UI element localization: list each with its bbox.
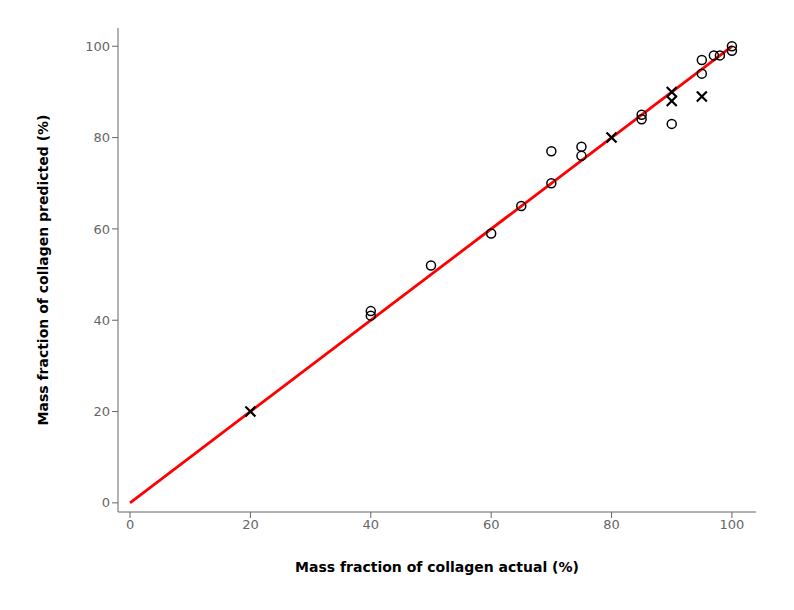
svg-text:80: 80 bbox=[93, 130, 110, 145]
svg-text:40: 40 bbox=[93, 313, 110, 328]
svg-text:Mass fraction of collagen actu: Mass fraction of collagen actual (%) bbox=[295, 559, 579, 575]
svg-text:20: 20 bbox=[93, 404, 110, 419]
svg-text:Mass fraction of collagen pred: Mass fraction of collagen predicted (%) bbox=[35, 115, 51, 426]
svg-text:60: 60 bbox=[93, 222, 110, 237]
svg-text:40: 40 bbox=[363, 517, 380, 532]
svg-text:100: 100 bbox=[720, 517, 745, 532]
svg-text:0: 0 bbox=[126, 517, 134, 532]
svg-text:20: 20 bbox=[242, 517, 259, 532]
svg-text:0: 0 bbox=[102, 495, 110, 510]
svg-text:60: 60 bbox=[483, 517, 500, 532]
svg-text:100: 100 bbox=[85, 39, 110, 54]
svg-text:80: 80 bbox=[603, 517, 620, 532]
